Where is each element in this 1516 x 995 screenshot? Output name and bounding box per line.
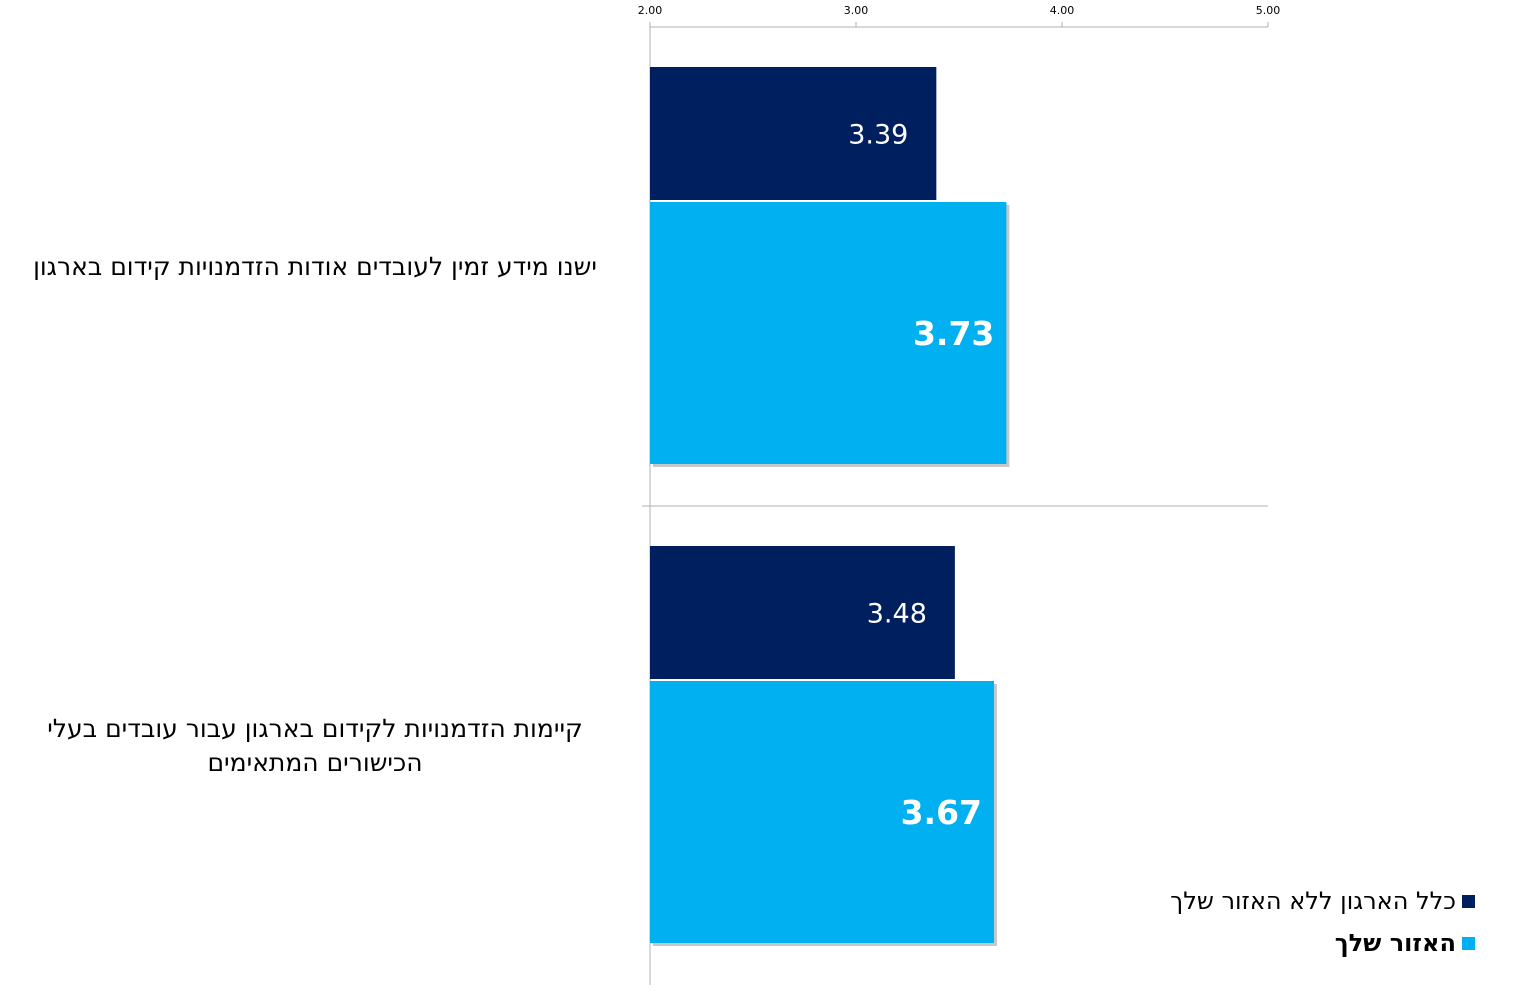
- category-label-0: ישנו מידע זמין לעובדים אודות הזדמנויות ק…: [10, 250, 620, 284]
- legend-item-overall: כלל הארגון ללא האזור שלך: [1170, 880, 1475, 922]
- x-tick-label: 3.00: [844, 4, 869, 17]
- legend-label-region: האזור שלך: [1334, 929, 1456, 957]
- category-label-1-line-0: קיימות הזדמנויות לקידום בארגון עבור עובד…: [47, 714, 583, 743]
- x-tick-label: 4.00: [1050, 4, 1075, 17]
- bar-overall: [650, 546, 955, 679]
- bar-region: [650, 681, 995, 943]
- category-label-1: קיימות הזדמנויות לקידום בארגון עבור עובד…: [10, 712, 620, 780]
- legend-swatch-region: [1462, 936, 1475, 950]
- data-label-overall: 3.39: [848, 120, 908, 151]
- legend-item-region: האזור שלך: [1170, 922, 1475, 964]
- category-label-1-line-1: הכישורים המתאימים: [207, 748, 423, 777]
- legend-swatch-overall: [1462, 894, 1475, 908]
- chart-legend: כלל הארגון ללא האזור שלך האזור שלך: [1170, 880, 1475, 964]
- bar-overall: [650, 67, 937, 200]
- data-label-region: 3.67: [901, 793, 982, 832]
- data-label-region: 3.73: [913, 314, 994, 353]
- x-tick-label: 5.00: [1256, 4, 1281, 17]
- legend-label-overall: כלל הארגון ללא האזור שלך: [1170, 887, 1456, 915]
- category-label-0-line-0: ישנו מידע זמין לעובדים אודות הזדמנויות ק…: [33, 252, 597, 281]
- x-tick-label: 2.00: [638, 4, 663, 17]
- bar-region: [650, 202, 1007, 464]
- data-label-overall: 3.48: [867, 599, 927, 630]
